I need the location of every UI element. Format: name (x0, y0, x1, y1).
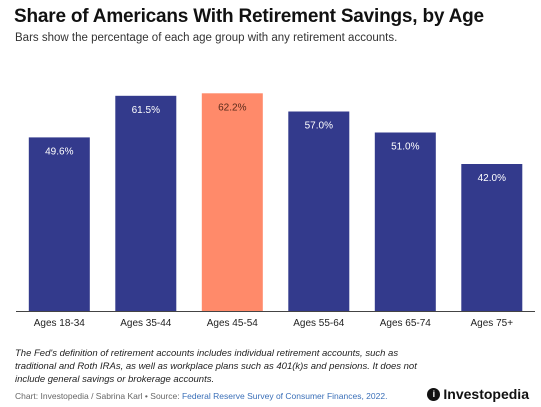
x-tick-label-2: Ages 45-54 (207, 318, 259, 329)
footnote: The Fed's definition of retirement accou… (15, 348, 417, 385)
data-label-4: 51.0% (391, 142, 419, 153)
investopedia-logo-icon: i (427, 387, 441, 401)
credit-line: Chart: Investopedia / Sabrina Karl • Sou… (15, 391, 387, 401)
bar-0 (28, 137, 90, 311)
bar-2 (201, 93, 263, 311)
logo-text: Investopedia (443, 386, 529, 402)
data-label-2: 62.2% (218, 102, 246, 113)
x-tick-label-0: Ages 18-34 (34, 318, 86, 329)
data-label-5: 42.0% (478, 173, 506, 184)
data-label-0: 49.6% (45, 146, 73, 157)
x-tick-label-5: Ages 75+ (471, 318, 514, 329)
bar-5 (461, 164, 523, 311)
x-tick-label-1: Ages 35-44 (120, 318, 172, 329)
bar-1 (115, 95, 177, 312)
chart-title: Share of Americans With Retirement Savin… (14, 6, 484, 27)
data-label-3: 57.0% (305, 121, 333, 132)
source-link[interactable]: Federal Reserve Survey of Consumer Finan… (181, 391, 388, 401)
chart-subtitle: Bars show the percentage of each age gro… (15, 32, 398, 44)
credit-text: Chart: Investopedia / Sabrina Karl • Sou… (15, 391, 182, 401)
investopedia-logo[interactable]: i Investopedia (427, 386, 529, 402)
x-tick-label-4: Ages 65-74 (380, 318, 432, 329)
data-label-1: 61.5% (132, 105, 160, 116)
bar-3 (288, 111, 350, 311)
x-tick-label-3: Ages 55-64 (293, 318, 345, 329)
bar-4 (374, 132, 436, 311)
bar-chart: 49.6% Ages 18-34 61.5% Ages 35-44 62.2% Ages … (16, 93, 535, 329)
